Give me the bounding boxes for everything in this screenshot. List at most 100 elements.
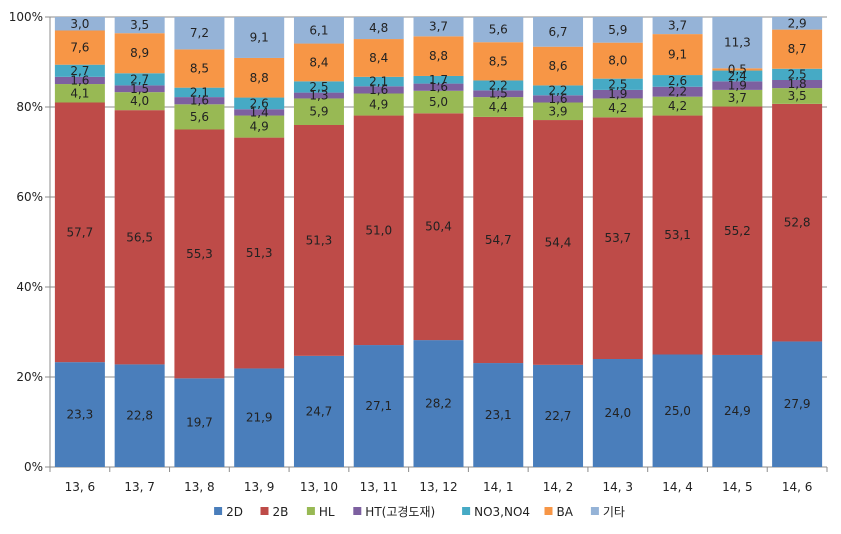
data-label: 51,0 xyxy=(365,223,392,237)
data-label: 9,1 xyxy=(250,30,269,44)
data-label: 1,4 xyxy=(250,105,269,119)
data-label: 8,5 xyxy=(489,54,508,68)
data-label: 4,9 xyxy=(250,120,269,134)
bar-segment xyxy=(712,106,763,355)
data-label: 8,7 xyxy=(788,42,807,56)
legend-label: 기타 xyxy=(603,505,625,519)
bar-segment xyxy=(652,96,703,116)
bar-segment xyxy=(413,113,464,341)
y-tick-label: 40% xyxy=(16,280,43,294)
axes: 0% 20% 40% 60% 80% 100% 13, 6 13, 7 13, 8 13, 9 13… xyxy=(9,10,828,494)
bar-segment xyxy=(772,103,823,342)
data-label: 4,0 xyxy=(130,94,149,108)
bar-segment xyxy=(413,83,464,91)
bar-segment xyxy=(413,90,464,114)
x-tick-label: 14, 2 xyxy=(543,480,574,494)
bar-segment xyxy=(772,80,823,89)
data-label: 1,6 xyxy=(369,83,388,97)
legend-label: HL xyxy=(319,505,335,519)
data-label: 8,4 xyxy=(369,51,388,65)
data-label: 8,8 xyxy=(250,71,269,85)
data-label: 56,5 xyxy=(126,230,153,244)
data-label: 2,2 xyxy=(668,85,687,99)
bar-segment xyxy=(353,345,404,467)
data-label: 50,4 xyxy=(425,220,452,234)
bar-segment xyxy=(114,92,165,111)
bar-segment xyxy=(54,102,105,363)
bar-segment xyxy=(473,80,524,91)
data-label: 2,1 xyxy=(190,85,209,99)
bar-segment xyxy=(174,378,225,467)
bar-segment xyxy=(592,17,643,43)
bar-segment xyxy=(54,84,105,103)
bar-segment xyxy=(293,43,344,82)
legend-label: 2D xyxy=(226,505,243,519)
data-label: 19,7 xyxy=(186,416,213,430)
data-label: 1,5 xyxy=(130,82,149,96)
data-label: 8,6 xyxy=(548,59,567,73)
bar-segment xyxy=(652,354,703,467)
bar-segment xyxy=(54,17,105,31)
bar-segment xyxy=(54,64,105,77)
data-label: 8,9 xyxy=(130,46,149,60)
bar-segment xyxy=(234,17,285,58)
bar-segment xyxy=(712,81,763,90)
legend-swatch xyxy=(590,507,599,515)
data-label: 23,1 xyxy=(485,408,512,422)
data-label: 2,9 xyxy=(788,16,807,30)
data-label: 1,9 xyxy=(608,87,627,101)
bar-segment xyxy=(293,98,344,125)
data-label: 2,1 xyxy=(369,75,388,89)
data-label: 3,5 xyxy=(130,18,149,32)
data-label: 1,9 xyxy=(728,79,747,93)
bar-segment xyxy=(353,86,404,94)
bar-segment xyxy=(353,76,404,87)
legend-label: HT(고경도재) xyxy=(365,505,435,519)
bar-segment xyxy=(592,117,643,359)
data-label: 2,6 xyxy=(668,74,687,88)
bar-segment xyxy=(114,73,165,86)
bar-segment xyxy=(473,97,524,117)
legend-swatch xyxy=(353,507,362,515)
bar-segment xyxy=(114,17,165,34)
bar-segment xyxy=(652,75,703,87)
bar-segment xyxy=(712,70,763,82)
data-label: 22,8 xyxy=(126,409,153,423)
bar-segment xyxy=(533,364,584,467)
data-label: 53,7 xyxy=(604,231,631,245)
bar-segment xyxy=(54,30,105,65)
bar-segment xyxy=(592,359,643,467)
x-tick-label: 13, 10 xyxy=(300,480,338,494)
data-labels: 23,357,74,11,62,77,63,022,856,54,01,52,7… xyxy=(67,16,811,429)
data-label: 1,6 xyxy=(429,80,448,94)
legend-label: NO3,NO4 xyxy=(474,505,530,519)
legend-swatch xyxy=(462,507,471,515)
data-label: 3,5 xyxy=(788,89,807,103)
data-label: 55,2 xyxy=(724,224,751,238)
bar-segment xyxy=(712,17,763,69)
bar-segment xyxy=(234,115,285,138)
bar-segment xyxy=(473,90,524,98)
bar-segment xyxy=(353,17,404,40)
data-label: 8,8 xyxy=(429,49,448,63)
bar-segment xyxy=(234,109,285,116)
bar-segment xyxy=(293,92,344,99)
bar-segment xyxy=(174,104,225,130)
data-label: 4,9 xyxy=(369,98,388,112)
bar-segment xyxy=(772,88,823,104)
data-label: 4,8 xyxy=(369,21,388,35)
bar-segment xyxy=(772,341,823,467)
data-label: 4,2 xyxy=(608,101,627,115)
data-label: 8,5 xyxy=(190,62,209,76)
data-label: 7,6 xyxy=(70,41,89,55)
bar-segment xyxy=(533,102,584,121)
data-label: 2,5 xyxy=(309,80,328,94)
data-label: 54,7 xyxy=(485,233,512,247)
bar-segment xyxy=(473,116,524,364)
data-label: 22,7 xyxy=(545,409,572,423)
bar-segment xyxy=(293,355,344,467)
data-label: 2,7 xyxy=(70,64,89,78)
bar-segment xyxy=(174,129,225,379)
data-label: 27,1 xyxy=(365,399,392,413)
